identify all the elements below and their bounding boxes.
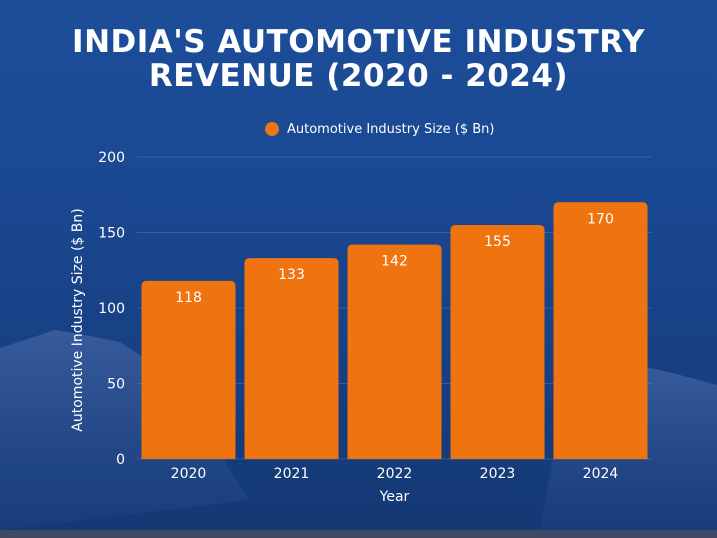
y-tick-label: 0 — [116, 452, 125, 468]
bar-2022 — [347, 244, 442, 459]
x-tick-label-2022: 2022 — [377, 466, 413, 482]
x-tick-label-2023: 2023 — [480, 466, 516, 482]
chart-title-line-1: INDIA'S AUTOMOTIVE INDUSTRY — [72, 24, 645, 60]
y-axis-title: Automotive Industry Size ($ Bn) — [70, 208, 86, 431]
x-axis-title: Year — [379, 489, 410, 505]
x-tick-label-2021: 2021 — [274, 466, 310, 482]
y-tick-label: 50 — [107, 377, 125, 393]
legend-label: Automotive Industry Size ($ Bn) — [287, 121, 495, 137]
data-label-2021: 133 — [278, 267, 305, 283]
data-label-2023: 155 — [484, 234, 511, 250]
data-label-2020: 118 — [175, 290, 202, 306]
y-tick-label: 100 — [98, 301, 125, 317]
x-tick-label-2020: 2020 — [171, 466, 207, 482]
bar-2024 — [553, 202, 648, 460]
y-tick-label: 150 — [98, 226, 125, 242]
data-label-2024: 170 — [587, 211, 614, 227]
data-label-2022: 142 — [381, 254, 408, 270]
bottom-bar — [0, 530, 717, 538]
bar-2021 — [244, 258, 339, 459]
legend: Automotive Industry Size ($ Bn) — [265, 119, 494, 139]
chart-title-line-2: REVENUE (2020 - 2024) — [148, 58, 569, 94]
y-tick-label: 200 — [98, 150, 125, 166]
x-tick-label-2024: 2024 — [583, 466, 619, 482]
legend-swatch-icon — [265, 122, 279, 136]
bar-2023 — [450, 224, 545, 459]
bar-2020 — [141, 280, 236, 459]
